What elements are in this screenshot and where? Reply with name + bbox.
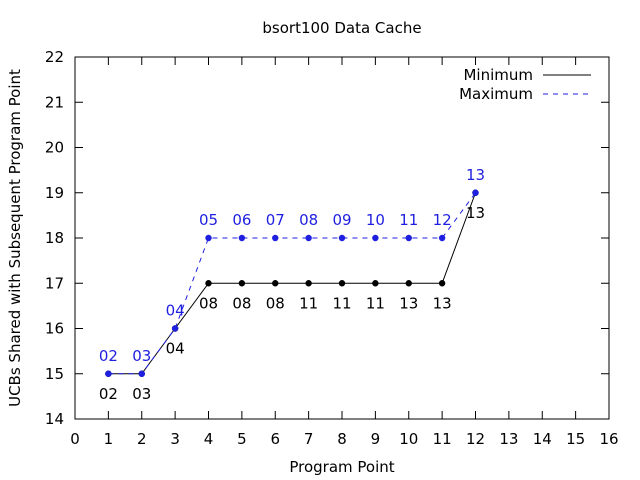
data-label-maximum: 12: [433, 211, 452, 229]
data-point-minimum: [272, 280, 279, 287]
data-label-minimum: 13: [466, 204, 485, 222]
legend-label-maximum: Maximum: [459, 85, 533, 103]
data-point-maximum: [138, 370, 145, 377]
x-tick-label: 13: [499, 430, 518, 448]
y-tick-label: 18: [45, 229, 64, 247]
x-tick-label: 5: [237, 430, 247, 448]
data-label-minimum: 11: [299, 294, 318, 312]
data-label-minimum: 11: [366, 294, 385, 312]
data-point-maximum: [272, 234, 279, 242]
data-label-minimum: 02: [99, 385, 118, 403]
y-tick-label: 22: [45, 48, 64, 66]
series-maximum: 02 03 04 05 06 07 08 09 10 11 12 13: [99, 166, 485, 377]
data-point-maximum: [372, 234, 379, 242]
y-tick-label: 16: [45, 320, 64, 338]
series-line-maximum: [108, 192, 476, 375]
y-tick-label: 21: [45, 93, 64, 111]
data-label-maximum: 03: [132, 347, 151, 365]
x-tick-label: 11: [433, 430, 452, 448]
data-label-maximum: 10: [366, 211, 385, 229]
data-point-minimum: [305, 280, 312, 287]
data-point-maximum: [472, 189, 479, 196]
data-label-maximum: 07: [266, 211, 285, 229]
data-point-minimum: [338, 280, 346, 287]
data-label-minimum: 13: [433, 294, 452, 312]
y-tick-label: 17: [45, 274, 64, 292]
x-tick-label: 16: [599, 430, 618, 448]
data-point-minimum: [438, 280, 446, 287]
data-label-maximum: 02: [99, 347, 118, 365]
x-tick-label: 7: [304, 430, 314, 448]
x-tick-label: 14: [533, 430, 552, 448]
x-tick-label: 1: [104, 430, 114, 448]
x-tick-label: 4: [204, 430, 214, 448]
y-axis-label: UCBs Shared with Subsequent Program Poin…: [6, 69, 24, 407]
data-label-minimum: 13: [399, 294, 418, 312]
axes: 0 1 2 3 4 5 6 7 8 9 10 11 12 13 14 15 161415161718192021…: [45, 48, 619, 448]
data-point-maximum: [205, 234, 212, 242]
data-label-maximum: 09: [332, 211, 351, 229]
data-label-maximum: 13: [466, 166, 485, 184]
x-tick-label: 12: [466, 430, 485, 448]
y-tick-label: 19: [45, 184, 64, 202]
x-tick-label: 10: [399, 430, 418, 448]
series-line-minimum: [108, 192, 476, 375]
x-tick-label: 8: [337, 430, 347, 448]
data-label-minimum: 08: [232, 294, 251, 312]
x-tick-label: 6: [270, 430, 280, 448]
data-label-minimum: 08: [266, 294, 285, 312]
data-label-maximum: 05: [199, 211, 218, 229]
data-label-minimum: 04: [166, 340, 185, 358]
y-tick-label: 15: [45, 365, 64, 383]
data-point-minimum: [238, 280, 246, 287]
data-label-maximum: 08: [299, 211, 318, 229]
data-label-maximum: 11: [399, 211, 418, 229]
x-tick-label: 9: [371, 430, 381, 448]
y-tick-label: 14: [45, 410, 64, 428]
data-label-minimum: 03: [132, 385, 151, 403]
data-label-maximum: 06: [232, 211, 251, 229]
data-point-maximum: [171, 325, 179, 332]
data-label-maximum: 04: [166, 302, 185, 320]
data-point-minimum: [205, 280, 212, 287]
data-point-minimum: [405, 280, 412, 287]
data-label-minimum: 11: [332, 294, 351, 312]
series-layer: 02 03 04 08 08 08 11 11 11 13 13 13 02 03 04 05 06 07 08 09…: [99, 166, 485, 403]
data-point-maximum: [305, 234, 312, 242]
legend-label-minimum: Minimum: [463, 66, 533, 84]
data-label-minimum: 08: [199, 294, 218, 312]
x-tick-label: 0: [70, 430, 80, 448]
data-point-maximum: [238, 234, 246, 242]
chart-title: bsort100 Data Cache: [262, 19, 421, 37]
data-point-maximum: [438, 234, 446, 242]
data-point-maximum: [105, 370, 112, 377]
data-point-maximum: [338, 234, 346, 242]
x-axis-label: Program Point: [289, 458, 394, 476]
data-point-maximum: [405, 234, 412, 242]
y-tick-label: 20: [45, 139, 64, 157]
data-point-minimum: [372, 280, 379, 287]
x-tick-label: 3: [170, 430, 180, 448]
series-minimum: 02 03 04 08 08 08 11 11 11 13 13 13: [99, 189, 485, 403]
x-tick-label: 2: [137, 430, 147, 448]
x-tick-label: 15: [566, 430, 585, 448]
